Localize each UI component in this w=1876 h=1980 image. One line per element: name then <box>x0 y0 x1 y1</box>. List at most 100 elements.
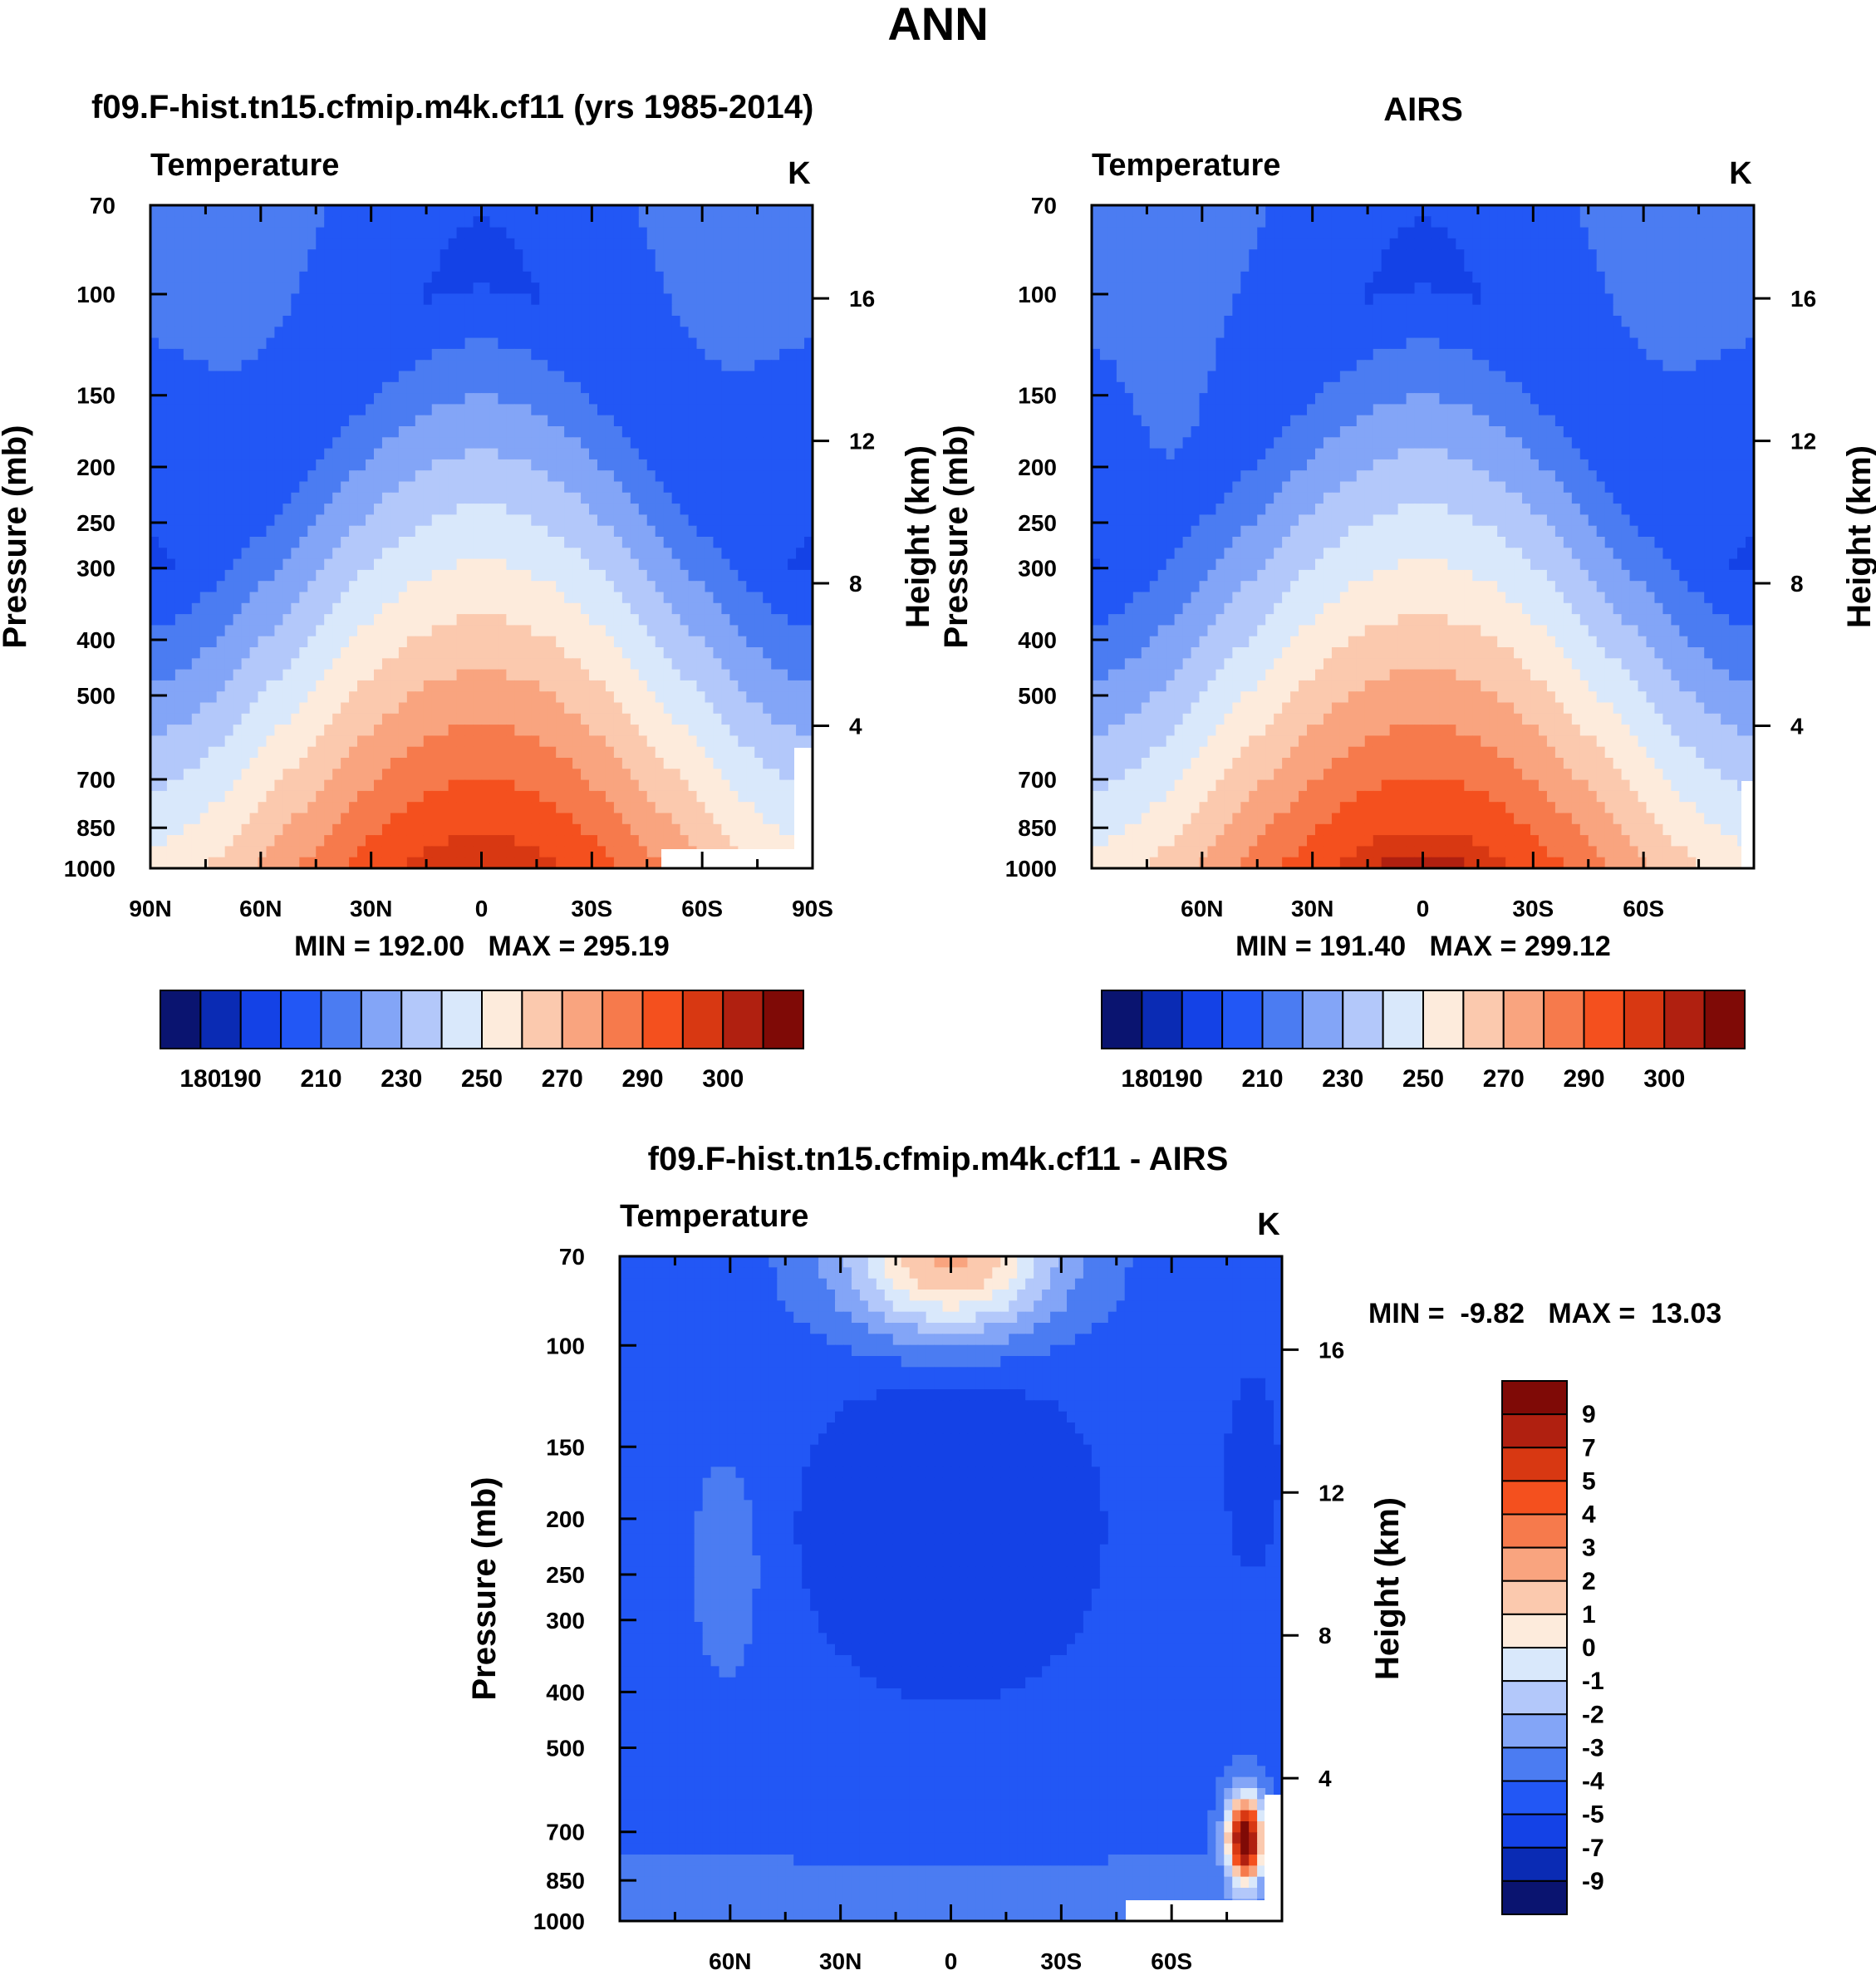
field-cell <box>208 857 218 868</box>
field-cell <box>282 581 292 593</box>
field-cell <box>174 581 184 593</box>
field-cell <box>249 525 259 538</box>
field-cell <box>291 779 300 792</box>
field-cell <box>258 569 268 582</box>
field-cell <box>738 337 747 350</box>
field-cell <box>738 758 747 769</box>
field-cell <box>771 404 780 416</box>
field-cell <box>216 614 226 626</box>
field-cell <box>233 647 243 659</box>
field-cell <box>291 725 300 736</box>
field-cell <box>514 846 523 858</box>
field-cell <box>531 813 540 825</box>
field-cell <box>233 614 243 626</box>
field-cell <box>150 592 160 604</box>
field-cell <box>788 470 797 483</box>
field-cell <box>589 504 598 515</box>
field-cell <box>729 680 739 692</box>
field-cell <box>621 823 631 836</box>
field-cell <box>183 614 193 626</box>
field-cell <box>621 227 631 239</box>
field-cell <box>638 437 648 450</box>
field-cell <box>166 746 176 759</box>
field-cell <box>548 293 557 306</box>
field-cell <box>224 437 234 450</box>
field-cell <box>150 537 160 548</box>
field-cell <box>804 492 813 504</box>
field-cell <box>266 348 276 361</box>
field-cell <box>655 846 665 858</box>
field-cell <box>738 537 747 548</box>
field-cell <box>771 769 780 781</box>
field-cell <box>804 548 813 560</box>
field-cell <box>564 337 573 350</box>
field-cell <box>456 713 466 725</box>
field-cell <box>663 470 673 483</box>
field-cell <box>564 702 573 715</box>
field-cell <box>282 260 292 273</box>
field-cell <box>216 283 226 294</box>
field-cell <box>539 758 548 769</box>
field-cell <box>696 658 706 671</box>
field-cell <box>299 481 308 494</box>
field-cell <box>381 823 391 836</box>
field-cell <box>671 393 681 405</box>
field-cell <box>788 327 797 339</box>
field-cell <box>282 504 292 515</box>
field-cell <box>638 802 648 814</box>
field-cell <box>357 371 366 383</box>
field-cell <box>763 691 772 704</box>
field-cell <box>440 514 449 527</box>
field-cell <box>671 636 681 648</box>
field-cell <box>464 735 474 748</box>
field-cell <box>423 758 433 769</box>
field-cell <box>489 293 499 306</box>
field-cell <box>663 271 673 283</box>
field-cell <box>804 205 813 217</box>
field-cell <box>415 238 425 250</box>
field-cell <box>398 437 408 450</box>
field-cell <box>771 614 780 626</box>
field-cell <box>696 470 706 483</box>
field-cell <box>671 348 681 361</box>
field-cell <box>233 779 243 792</box>
field-cell <box>307 835 317 847</box>
field-cell <box>613 857 623 868</box>
field-cell <box>804 249 813 262</box>
field-cell <box>531 492 540 504</box>
field-cell <box>630 249 640 262</box>
field-cell <box>316 625 325 637</box>
field-cell <box>630 846 640 858</box>
field-cell <box>746 746 755 759</box>
field-cell <box>415 802 425 814</box>
field-cell <box>274 735 283 748</box>
field-cell <box>381 426 391 438</box>
field-cell <box>366 614 375 626</box>
field-cell <box>282 769 292 781</box>
field-cell <box>423 238 433 250</box>
field-cell <box>754 758 764 769</box>
field-cell <box>688 592 698 604</box>
field-cell <box>506 823 515 836</box>
field-cell <box>671 592 681 604</box>
field-cell <box>166 205 176 217</box>
field-cell <box>605 426 615 438</box>
field-cell <box>705 448 715 460</box>
field-cell <box>166 779 176 792</box>
field-cell <box>366 658 375 671</box>
field-cell <box>366 360 375 372</box>
field-cell <box>481 802 491 814</box>
field-cell <box>597 371 607 383</box>
field-cell <box>150 381 160 394</box>
field-cell <box>671 238 681 250</box>
field-cell <box>788 758 797 769</box>
field-cell <box>357 823 366 836</box>
field-cell <box>696 415 706 427</box>
field-cell <box>291 481 300 494</box>
field-cell <box>224 658 234 671</box>
field-cell <box>646 459 656 471</box>
field-cell <box>448 514 458 527</box>
field-cell <box>655 337 665 350</box>
field-cell <box>514 381 523 394</box>
field-cell <box>307 504 317 515</box>
